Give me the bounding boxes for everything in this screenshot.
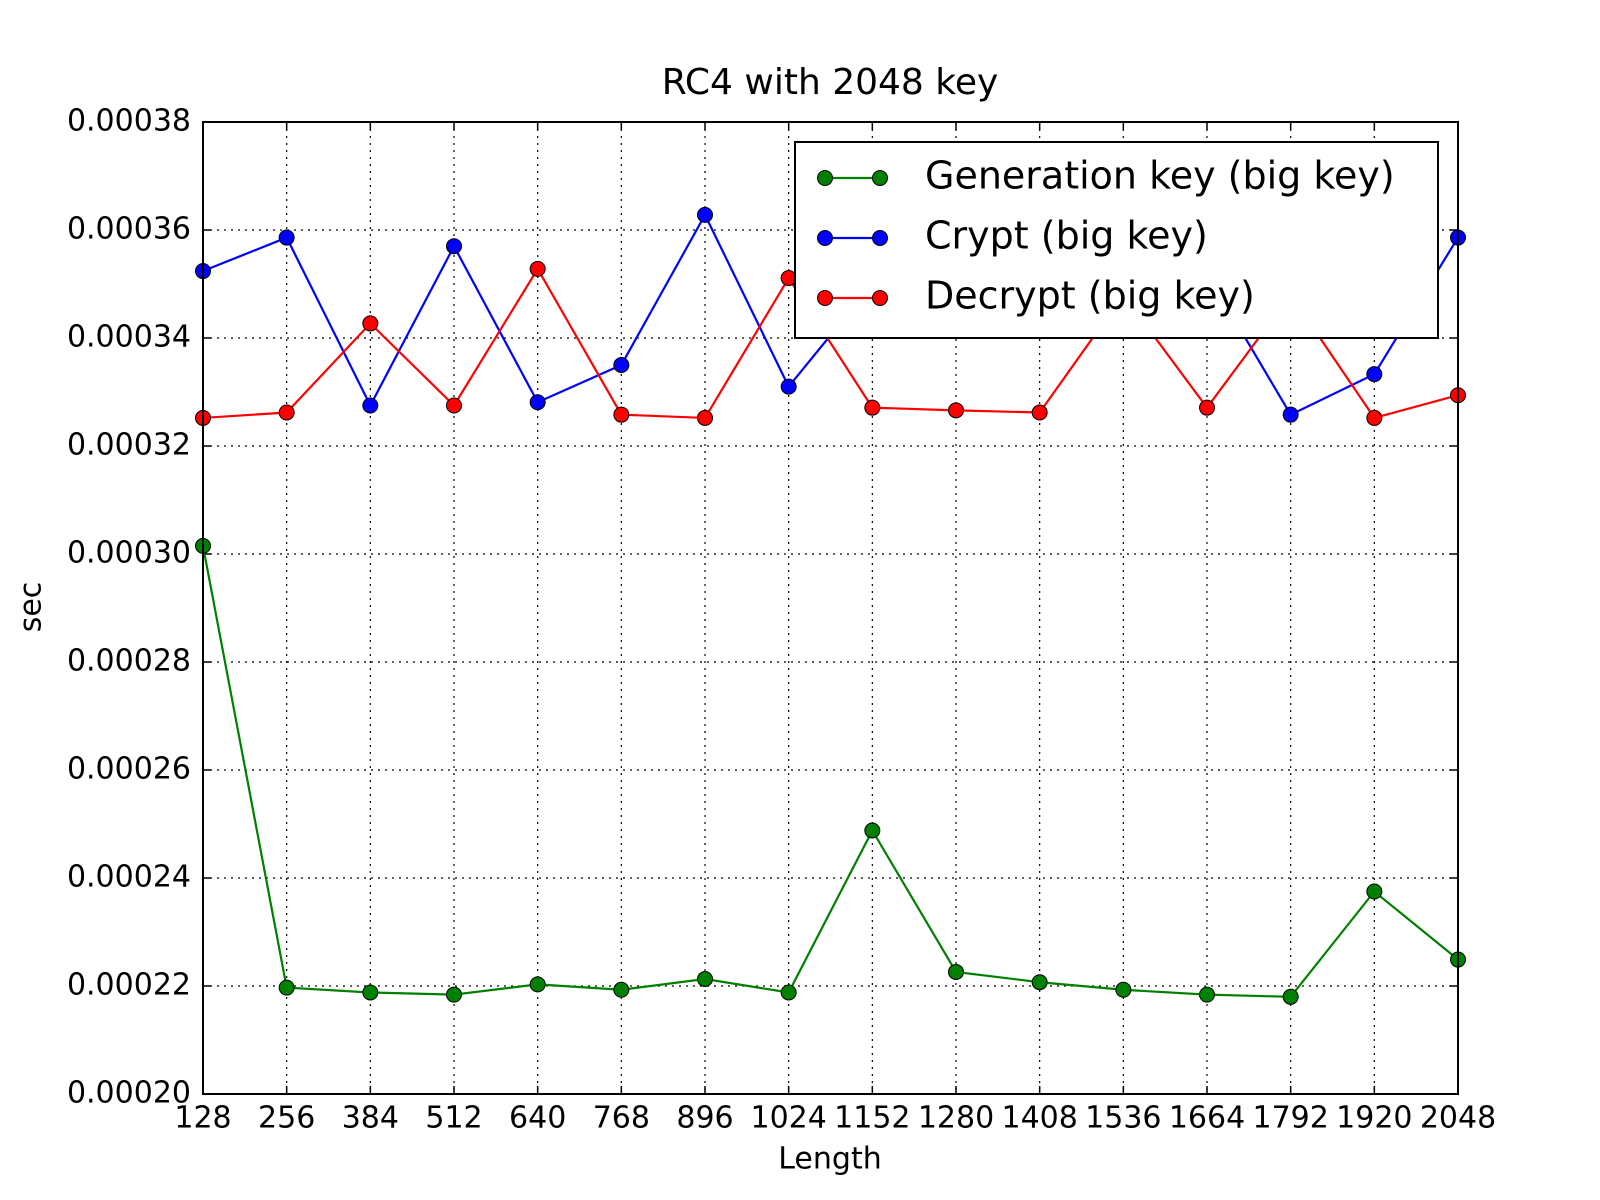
data-point [1366,366,1383,383]
x-tick-label: 128 [174,1101,231,1136]
series-line [202,266,1459,420]
x-tick-label: 1664 [1169,1101,1245,1136]
x-tick-label: 1408 [1001,1101,1077,1136]
legend-label: Crypt (big key) [925,214,1208,258]
y-tick-label: 0.00032 [67,428,191,463]
chart-title: RC4 with 2048 key [662,62,999,103]
y-tick-label: 0.00028 [67,644,191,679]
data-point [446,238,462,255]
x-tick-label: 1280 [918,1101,994,1136]
y-axis-label: sec [14,582,49,633]
data-point [948,402,964,419]
data-point [864,399,881,416]
y-tick-label: 0.00026 [67,752,191,787]
plot-frame [202,121,1459,1095]
series-line [201,545,1459,998]
data-point [362,315,379,332]
data-point [529,976,546,993]
data-point [948,963,964,980]
legend-marker [817,170,833,186]
x-axis-label: Length [778,1142,881,1177]
data-point [1199,986,1215,1003]
data-point [362,397,379,414]
legend-box [794,141,1439,339]
data-point [613,357,630,373]
data-point [780,984,797,1001]
legend-marker [872,290,888,306]
data-point [1031,404,1048,421]
x-tick-label: 1152 [834,1101,910,1136]
data-point [780,378,797,395]
y-tick-label: 0.00024 [67,860,191,895]
data-point [446,986,462,1003]
data-point [1366,883,1383,900]
y-tick-label: 0.00020 [67,1076,191,1111]
x-tick-label: 640 [509,1101,566,1136]
legend-marker [817,230,833,246]
legend-label: Generation key (big key) [925,154,1395,198]
data-point [613,406,630,423]
data-point [1282,406,1299,423]
y-tick-label: 0.00034 [67,320,191,355]
data-point [1031,974,1048,991]
data-point [278,979,295,996]
data-point [362,984,379,1001]
data-point [613,981,630,998]
y-tick-label: 0.00030 [67,536,191,571]
x-tick-label: 384 [342,1101,399,1136]
x-tick-label: 1024 [750,1101,826,1136]
legend-marker [872,170,888,186]
x-tick-label: 2048 [1420,1101,1496,1136]
x-tick-label: 1920 [1336,1101,1412,1136]
data-point [278,229,295,246]
data-point [529,394,546,411]
data-point [697,970,713,987]
data-point [1199,399,1215,416]
x-tick-label: 1536 [1085,1101,1161,1136]
y-tick-label: 0.00038 [67,104,191,139]
x-tick-label: 512 [425,1101,482,1136]
data-point [1366,409,1383,426]
x-tick-label: 896 [676,1101,733,1136]
data-point [278,404,295,421]
data-point [1115,981,1132,998]
legend-marker [817,290,833,306]
data-point [697,409,713,426]
data-point [780,270,797,287]
y-tick-label: 0.00036 [67,212,191,247]
x-tick-label: 1792 [1252,1101,1328,1136]
x-tick-label: 256 [258,1101,315,1136]
data-point [864,822,881,839]
legend-label: Decrypt (big key) [925,274,1255,318]
data-point [697,206,713,223]
data-point [529,260,546,277]
y-tick-label: 0.00022 [67,968,191,1003]
x-tick-label: 768 [593,1101,650,1136]
data-point [446,397,462,414]
legend-marker [872,230,888,246]
data-point [1282,988,1299,1005]
